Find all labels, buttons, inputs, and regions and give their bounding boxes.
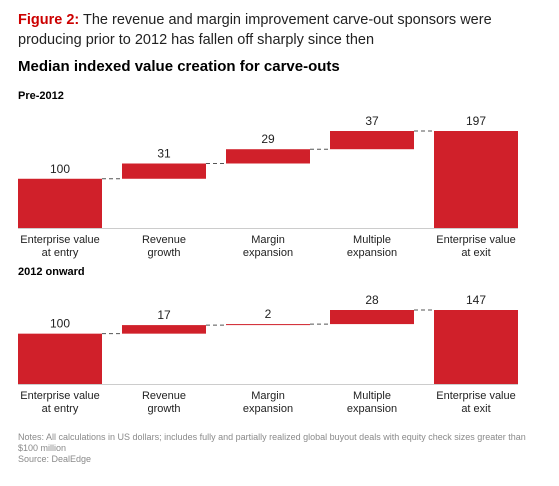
category-label: Margin [251, 390, 285, 402]
category-label: Margin [251, 234, 285, 246]
data-label: 37 [365, 114, 379, 128]
category-label: Revenue [142, 234, 186, 246]
category-label: at exit [461, 403, 490, 415]
notes-text: Notes: All calculations in US dollars; i… [18, 432, 526, 453]
category-label: Multiple [353, 234, 391, 246]
panel-title-2012-onward: 2012 onward [18, 266, 85, 278]
data-label: 100 [50, 317, 70, 331]
category-label: Multiple [353, 390, 391, 402]
figure-caption: Figure 2: The revenue and margin improve… [18, 10, 548, 50]
category-label: expansion [347, 247, 397, 259]
category-label: Enterprise value [436, 234, 516, 246]
category-label: Enterprise value [436, 390, 516, 402]
notes: Notes: All calculations in US dollars; i… [18, 432, 538, 465]
data-label: 28 [365, 293, 379, 307]
data-label: 100 [50, 162, 70, 176]
data-label: 197 [466, 114, 486, 128]
data-label: 2 [265, 307, 272, 321]
bar-4 [330, 310, 414, 325]
bar-3 [226, 324, 310, 326]
category-label: expansion [243, 247, 293, 259]
bar-5 [434, 310, 518, 384]
bar-3 [226, 149, 310, 164]
chart-title: Median indexed value creation for carve-… [18, 58, 340, 75]
bar-1 [18, 333, 102, 384]
data-label: 147 [466, 293, 486, 307]
data-label: 31 [157, 146, 171, 160]
bar-1 [18, 178, 102, 228]
category-label: at entry [42, 247, 79, 259]
panel-title-pre-2012: Pre-2012 [18, 90, 64, 102]
category-label: expansion [243, 403, 293, 415]
bar-2 [122, 163, 206, 179]
figure-caption-text: The revenue and margin improvement carve… [18, 12, 492, 48]
bar-2 [122, 325, 206, 334]
category-label: at exit [461, 247, 490, 259]
category-label: Enterprise value [20, 234, 100, 246]
category-label: growth [147, 247, 180, 259]
category-label: expansion [347, 403, 397, 415]
data-label: 17 [157, 308, 171, 322]
bar-5 [434, 131, 518, 228]
category-label: Revenue [142, 390, 186, 402]
figure-label: Figure 2: [18, 12, 80, 28]
category-label: growth [147, 403, 180, 415]
data-label: 29 [261, 132, 275, 146]
bar-4 [330, 131, 414, 150]
source-text: Source: DealEdge [18, 454, 92, 464]
category-label: Enterprise value [20, 390, 100, 402]
category-label: at entry [42, 403, 79, 415]
